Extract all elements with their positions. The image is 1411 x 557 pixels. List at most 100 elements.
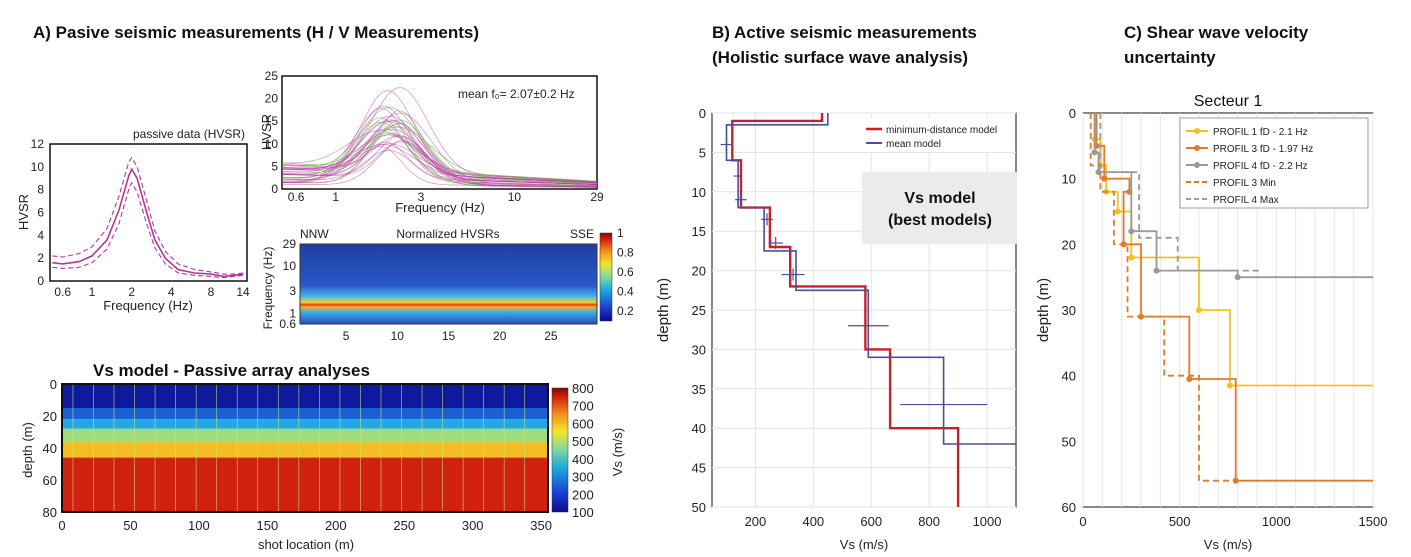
vs-passive-xtick: 50 — [123, 518, 137, 533]
normalized-hvsr-title: Normalized HVSRs — [396, 227, 499, 241]
vs-passive-colorbar-tick: 200 — [572, 487, 594, 502]
normalized-hvsr-xtick: 25 — [544, 329, 558, 343]
vs-passive-xlabel: shot location (m) — [258, 537, 354, 552]
vs-uncertainty-xtick: 0 — [1079, 514, 1086, 529]
legend-mean-label: mean model — [886, 139, 941, 150]
vs-uncertainty-ytick: 0 — [1069, 106, 1076, 121]
normalized-hvsr-ytick: 0.6 — [279, 317, 296, 331]
hvsr-passive-xtick: 14 — [236, 285, 250, 299]
vs-uncertainty-legend-label: PROFIL 4 Max — [1213, 195, 1279, 206]
hvsr-curve — [281, 145, 598, 188]
vs-passive-colorbar-tick: 800 — [572, 381, 594, 396]
vs-passive-ytick: 40 — [43, 441, 57, 456]
hvsr-curve — [281, 141, 598, 188]
vs-model-box-line2: (best models) — [888, 212, 992, 229]
hvsr-curves-ylabel: HVSR — [259, 114, 274, 150]
vs-uncertainty-ytick: 10 — [1062, 172, 1076, 187]
hvsr-curves-xtick: 1 — [332, 190, 339, 204]
hvsr-curve — [281, 119, 598, 185]
vs-uncertainty-legend-label: PROFIL 3 fD - 1.97 Hz — [1213, 144, 1313, 155]
vs-passive-colorbar-tick: 400 — [572, 452, 594, 467]
vs-passive-colorbar-tick: 700 — [572, 399, 594, 414]
vs-passive-colorbar-label: Vs (m/s) — [610, 428, 625, 476]
vs-uncertainty-title: Secteur 1 — [1194, 93, 1263, 110]
hvsr-passive-ytick: 2 — [37, 251, 44, 265]
vs-model-box — [862, 172, 1017, 244]
vs-uncertainty-legend — [1179, 117, 1369, 209]
vs-uncertainty-xtick: 1500 — [1359, 514, 1388, 529]
hvsr-curves-xtick: 29 — [590, 190, 604, 204]
vs-uncertainty-ytick: 60 — [1062, 500, 1076, 515]
normalized-hvsr-chart: NNW Normalized HVSRs SSE Frequency (Hz) … — [261, 226, 634, 343]
normalized-hvsr-xtick: 20 — [493, 329, 507, 343]
normalized-hvsr-colorbar-tick: 0.2 — [617, 304, 634, 318]
vs-passive-layer — [62, 428, 548, 442]
active-vs-xtick: 600 — [860, 514, 882, 529]
vs-passive-title: Vs model - Passive array analyses — [93, 361, 370, 380]
active-vs-xtick: 1000 — [973, 514, 1002, 529]
active-vs-xlabel: Vs (m/s) — [840, 537, 888, 552]
vs-passive-xtick: 150 — [257, 518, 279, 533]
vs-passive-layer — [62, 441, 548, 458]
active-vs-ytick: 15 — [692, 224, 706, 239]
normalized-hvsr-colorbar-tick: 1 — [617, 226, 624, 240]
active-vs-ylabel: depth (m) — [655, 278, 672, 342]
vs-uncertainty-point — [1101, 175, 1108, 182]
hvsr-passive-xtick: 1 — [89, 285, 96, 299]
normalized-hvsr-ytick: 10 — [283, 259, 297, 273]
hvsr-curves-ytick: 25 — [265, 69, 279, 83]
hvsr-curve — [281, 121, 598, 187]
hvsr-passive-frame — [49, 143, 248, 282]
hvsr-curves-ytick: 0 — [271, 182, 278, 196]
active-vs-ytick: 40 — [692, 421, 706, 436]
active-vs-ytick: 20 — [692, 264, 706, 279]
vs-passive-ytick: 60 — [43, 473, 57, 488]
vs-uncertainty-point — [1232, 477, 1239, 484]
normalized-hvsr-ytick: 29 — [283, 237, 297, 251]
vs-uncertainty-legend-marker — [1194, 145, 1200, 151]
vs-passive-layer — [62, 419, 548, 429]
hvsr-passive-ylabel: HVSR — [16, 194, 31, 230]
hvsr-passive-xtick: 0.6 — [54, 285, 71, 299]
hvsr-passive-xlabel: Frequency (Hz) — [103, 298, 193, 313]
active-vs-xtick: 200 — [745, 514, 767, 529]
hvsr-passive-xtick: 4 — [168, 285, 175, 299]
vs-uncertainty-point — [1128, 254, 1135, 261]
vs-uncertainty-point — [1234, 274, 1241, 281]
hvsr-curves-ytick: 5 — [271, 159, 278, 173]
vs-passive-chart: shot location (m) depth (m) Vs (m/s) 0 50… — [20, 377, 625, 552]
hvsr-curves-xtick: 10 — [508, 190, 522, 204]
vs-uncertainty-point — [1114, 208, 1121, 215]
hvsr-passive-xtick: 2 — [128, 285, 135, 299]
normalized-hvsr-ytick: 3 — [289, 284, 296, 298]
hvsr-curves-xtick: 0.6 — [288, 190, 305, 204]
hvsr-passive-ytick: 10 — [31, 160, 45, 174]
hvsr-passive-chart: passive data (HVSR) Frequency (Hz) HVSR … — [16, 127, 250, 313]
normalized-hvsr-colorbar-tick: 0.8 — [617, 246, 634, 260]
normalized-hvsr-xtick: 5 — [343, 329, 350, 343]
vs-uncertainty-xtick: 1000 — [1262, 514, 1291, 529]
hvsr-passive-title: passive data (HVSR) — [133, 127, 245, 141]
vs-passive-xtick: 0 — [58, 518, 65, 533]
vs-passive-ytick: 20 — [43, 409, 57, 424]
normalized-hvsr-colorbar — [599, 232, 613, 322]
panel-c-title-line2: uncertainty — [1124, 48, 1216, 67]
vs-uncertainty-legend-marker — [1194, 162, 1200, 168]
vs-passive-ytick: 0 — [50, 377, 57, 392]
vs-uncertainty-ytick: 50 — [1062, 434, 1076, 449]
vs-uncertainty-legend-label: PROFIL 3 Min — [1213, 178, 1276, 189]
normalized-hvsr-colorbar-tick: 0.6 — [617, 265, 634, 279]
vs-uncertainty-point — [1128, 228, 1135, 235]
vs-passive-ylabel: depth (m) — [20, 422, 35, 478]
vs-passive-layer — [62, 457, 548, 512]
vs-uncertainty-legend-label: PROFIL 4 fD - 2.2 Hz — [1213, 161, 1308, 172]
vs-passive-frame — [61, 383, 549, 513]
normalized-hvsr-left-label: NNW — [300, 227, 329, 241]
hvsr-curves-chart: mean f₀= 2.07±0.2 Hz Frequency (Hz) HVSR… — [259, 69, 604, 215]
normalized-hvsr-right-label: SSE — [570, 227, 594, 241]
vs-passive-colorbar — [551, 387, 569, 513]
vs-uncertainty-point — [1153, 267, 1160, 274]
hvsr-curves-ytick: 10 — [265, 137, 279, 151]
hvsr-curves-ytick: 20 — [265, 92, 279, 106]
vs-uncertainty-legend-marker — [1194, 128, 1200, 134]
